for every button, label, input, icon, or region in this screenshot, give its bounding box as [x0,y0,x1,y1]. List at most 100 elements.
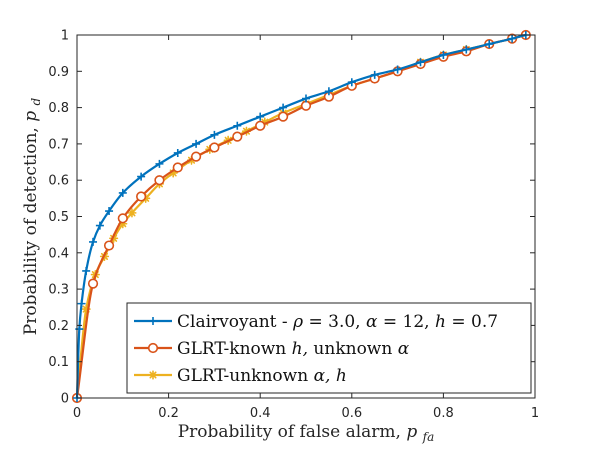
y-tick-label-8: 0.8 [48,101,69,116]
legend-entry-3: GLRT-unknown α, h [134,366,347,386]
x-axis-title-symbol: p [406,422,417,442]
series-1-point-22 [416,58,425,67]
axes-group: 0 0.2 0.4 0.6 0.8 1 0 0.1 0.2 0.3 0.4 0.5 0.6 0.7 0.8 0… [48,29,539,422]
series-1 [73,31,530,402]
series-1-point-3 [77,299,86,308]
legend-label-1-token: 3.0, [328,312,360,332]
series-1-point-7 [105,207,114,216]
y-tick-label-10: 1 [61,29,69,44]
legend-label-1: Clairvoyant - ρ = 3.0, α = 12, h = 0.7 [177,312,498,332]
series-2-point-3 [103,240,115,251]
x-tick-label-3: 0.6 [341,406,362,421]
series-3-point-5 [109,233,119,243]
series-2-point-6 [154,175,165,186]
series-1-point-8 [118,188,127,197]
series-1-point-10 [155,159,164,168]
series-2-point-9 [209,142,220,153]
series-2-point-10 [232,131,243,142]
series-1-point-24 [462,45,471,54]
series-3-point-15 [260,117,270,127]
series-1-point-23 [439,50,448,59]
y-tick-label-4: 0.4 [48,246,69,261]
legend-label-1-token: = [383,312,397,332]
y-axis-title: Probability of detection, p d [21,97,43,335]
legend-label-3-token: α, [314,366,331,386]
y-tick-label-6: 0.6 [48,174,69,189]
legend-label-1-token: h [435,312,446,332]
series-2-point-4 [117,213,128,224]
series-1-point-15 [256,112,265,121]
series-1-point-5 [89,237,98,246]
series-1-point-9 [137,172,146,181]
legend-label-1-token: α [366,312,378,332]
series-2-point-7 [172,162,183,173]
legend-label-1-token: - [282,312,288,332]
y-tick-label-7: 0.7 [48,137,69,152]
series-2-point-11 [255,120,266,131]
series-2-point-2 [87,278,99,289]
y-tick-label-2: 0.2 [48,319,69,334]
legend-label-3: GLRT-unknown α, h [177,366,347,386]
series-1-point-12 [192,139,201,148]
y-tick-label-9: 0.9 [48,65,69,80]
series-1-point-25 [485,40,494,49]
legend-label-1-token: 0.7 [471,312,498,332]
series-2-point-12 [278,111,289,122]
y-axis-title-symbol: p [21,111,41,122]
series-3-point-10 [168,168,178,178]
series-2-point-13 [300,100,312,111]
y-tick-label-0: 0 [61,392,69,407]
legend-label-3-token: h [336,366,347,386]
legend-label-1-token: = [451,312,465,332]
legend-label-2-token: GLRT-known [177,339,286,359]
legend-label-1-token: 12, [403,312,430,332]
y-tick-label-1: 0.1 [48,355,69,370]
legend-marker-1 [149,317,157,325]
legend-label-2: GLRT-known h, unknown α [177,339,410,359]
series-1-point-11 [173,148,182,157]
x-tick-label-4: 0.8 [433,406,454,421]
series-1-point-4 [82,266,91,275]
series-2-point-8 [190,151,202,162]
legend-label-1-token: = [308,312,322,332]
legend-marker-3 [148,370,158,380]
series-1-point-19 [347,78,356,87]
series-3-point-6 [118,219,128,229]
series-1-point-20 [370,70,379,79]
x-tick-label-1: 0.2 [158,406,179,421]
x-tick-label-5: 1 [531,406,539,421]
series-1-point-14 [233,121,242,130]
x-axis-title: Probability of false alarm, p fa [178,422,435,444]
legend-label-1-token: ρ [292,312,303,332]
series-3-point-7 [127,208,137,218]
y-axis-title-text: Probability of detection, [21,122,41,335]
series-1-point-16 [279,103,288,112]
y-tick-label-3: 0.3 [48,283,69,298]
series-1-point-21 [393,65,402,74]
series-group [71,29,531,404]
legend-label-3-token: GLRT-unknown [177,366,308,386]
legend-marker-2 [147,342,159,354]
y-tick-label-5: 0.5 [48,210,69,225]
legend-entry-2: GLRT-known h, unknown α [134,339,410,359]
legend-entry-1: Clairvoyant - ρ = 3.0, α = 12, h = 0.7 [134,312,498,332]
series-1-point-6 [95,221,104,230]
legend-label-2-token: h, [292,339,308,359]
series-3-point-2 [81,304,91,314]
legend: Clairvoyant - ρ = 3.0, α = 12, h = 0.7 GL… [126,302,532,394]
legend-label-2-token: unknown [313,339,392,359]
x-tick-label-0: 0 [73,406,81,421]
series-1-point-18 [324,87,333,96]
x-tick-label-2: 0.4 [250,406,271,421]
y-axis-title-subscript: d [29,97,43,105]
x-axis-title-subscript: fa [422,430,435,444]
series-1-point-13 [210,130,219,139]
legend-box [126,302,532,394]
legend-label-1-token: Clairvoyant [177,312,277,332]
series-1-point-17 [302,94,310,103]
series-2-point-5 [136,191,147,202]
x-axis-title-text: Probability of false alarm, [178,422,407,442]
legend-label-2-token: α [398,339,410,359]
